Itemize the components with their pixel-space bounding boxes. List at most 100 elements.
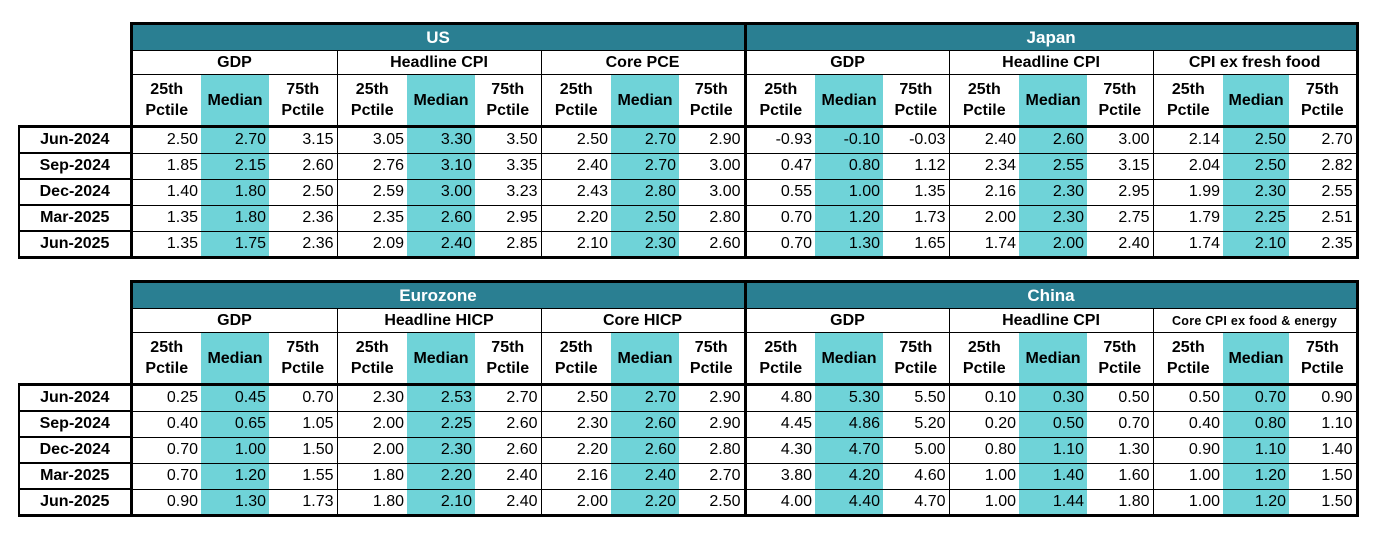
data-cell: 1.10 [1019,437,1088,464]
stat-header-p75: 75th Pctile [1087,332,1154,385]
data-cell: 0.80 [1223,411,1290,438]
row-label: Dec-2024 [18,178,133,206]
data-cell: 1.12 [883,153,950,180]
data-cell: 1.20 [201,463,269,490]
stat-header-p75: 75th Pctile [1289,332,1359,385]
data-cell: 1.35 [883,179,950,206]
data-cell: 5.30 [815,383,884,412]
table-row: Mar-2025 0.70 1.20 1.55 1.80 2.20 2.40 2.16 2.40… [18,462,1359,490]
stat-header-row: 25th Pctile Median 75th Pctile 25th Pctile M… [19,332,1359,385]
stat-header-p25: 25th Pctile [129,74,201,127]
data-cell: 0.70 [129,463,201,490]
data-cell: 1.10 [1289,411,1359,438]
data-cell: 2.00 [336,411,407,438]
data-cell: 2.59 [336,179,407,206]
stat-header-median: Median [611,332,679,385]
data-cell: 1.00 [815,179,884,206]
stat-header-median: Median [201,332,269,385]
region-header-china: China [743,280,1359,309]
indicator-header-china-core-cpi-ex-food-and-energy: Core CPI ex food & energy [1152,308,1359,333]
indicator-header-japan-gdp: GDP [743,50,950,75]
data-cell: 3.10 [407,153,475,180]
data-cell: 2.30 [611,231,679,259]
data-cell: 1.60 [1087,463,1154,490]
stat-header-p25: 25th Pctile [1152,332,1224,385]
data-cell: 2.60 [611,411,679,438]
stat-header-p25: 25th Pctile [743,74,816,127]
data-cell: 2.43 [540,179,611,206]
data-cell: 1.80 [201,179,269,206]
data-cell: 0.80 [815,153,884,180]
data-cell: 2.04 [1152,153,1224,180]
data-cell: 2.00 [336,437,407,464]
data-cell: 3.80 [743,463,816,490]
data-cell: 2.70 [611,383,679,412]
data-cell: 1.30 [815,231,884,259]
data-cell: 2.10 [540,231,611,259]
data-cell: 2.60 [475,411,541,438]
data-cell: 2.20 [540,205,611,232]
data-cell: 2.80 [611,179,679,206]
data-cell: 1.74 [948,231,1020,259]
data-cell: 1.44 [1019,489,1088,517]
data-cell: 2.35 [1289,231,1359,259]
data-cell: 2.36 [269,205,337,232]
row-label: Jun-2025 [18,488,133,517]
data-cell: 2.53 [407,383,475,412]
data-cell: 1.35 [129,205,201,232]
data-cell: 2.70 [1289,125,1359,154]
data-cell: 2.95 [1087,179,1154,206]
data-cell: 2.70 [611,125,679,154]
data-cell: 2.50 [1223,125,1290,154]
stat-header-p25: 25th Pctile [129,332,201,385]
data-cell: 1.55 [269,463,337,490]
data-cell: 2.40 [948,125,1020,154]
data-cell: 2.25 [1223,205,1290,232]
data-cell: 2.30 [336,383,407,412]
corner-cell [19,50,131,75]
stat-header-p75: 75th Pctile [475,74,541,127]
stat-header-p25: 25th Pctile [743,332,816,385]
data-cell: 2.60 [1019,125,1088,154]
data-cell: 0.70 [743,205,816,232]
stat-header-median: Median [1019,332,1088,385]
data-cell: 2.34 [948,153,1020,180]
table-row: Dec-2024 0.70 1.00 1.50 2.00 2.30 2.60 2.20 2.60… [18,436,1359,464]
data-cell: 2.82 [1289,153,1359,180]
stat-header-p75: 75th Pctile [883,332,950,385]
data-cell: 1.99 [1152,179,1224,206]
data-cell: 1.40 [1019,463,1088,490]
indicator-header-eurozone-core-hicp: Core HICP [540,308,746,333]
data-cell: 2.25 [407,411,475,438]
data-cell: 2.55 [1289,179,1359,206]
data-cell: 2.80 [679,205,746,232]
data-cell: 0.70 [1087,411,1154,438]
data-cell: 0.40 [1152,411,1224,438]
stat-header-p25: 25th Pctile [948,74,1020,127]
data-cell: 2.20 [611,489,679,517]
data-cell: 0.47 [743,153,816,180]
data-cell: 0.25 [129,383,201,412]
stat-header-p25: 25th Pctile [336,332,407,385]
data-cell: 2.20 [407,463,475,490]
data-cell: 2.50 [679,489,746,517]
data-cell: 1.65 [883,231,950,259]
data-cell: 4.20 [815,463,884,490]
row-label: Sep-2024 [18,410,133,438]
data-cell: 2.35 [336,205,407,232]
data-cell: 3.00 [407,179,475,206]
stat-header-p75: 75th Pctile [883,74,950,127]
forecast-table: US Japan GDP Headline CPI Core PCE GDP Headlin… [18,22,1359,259]
indicator-header-japan-cpi-ex-fresh-food: CPI ex fresh food [1152,50,1359,75]
data-cell: 1.40 [129,179,201,206]
data-cell: 0.90 [1289,383,1359,412]
data-cell: 2.60 [611,437,679,464]
stat-header-median: Median [815,332,884,385]
region-header-row: US Japan [19,22,1359,51]
data-cell: 2.10 [407,489,475,517]
region-header-eurozone: Eurozone [129,280,746,309]
data-cell: 2.10 [1223,231,1290,259]
data-cell: 1.40 [1289,437,1359,464]
data-cell: 2.40 [1087,231,1154,259]
data-cell: 0.50 [1087,383,1154,412]
